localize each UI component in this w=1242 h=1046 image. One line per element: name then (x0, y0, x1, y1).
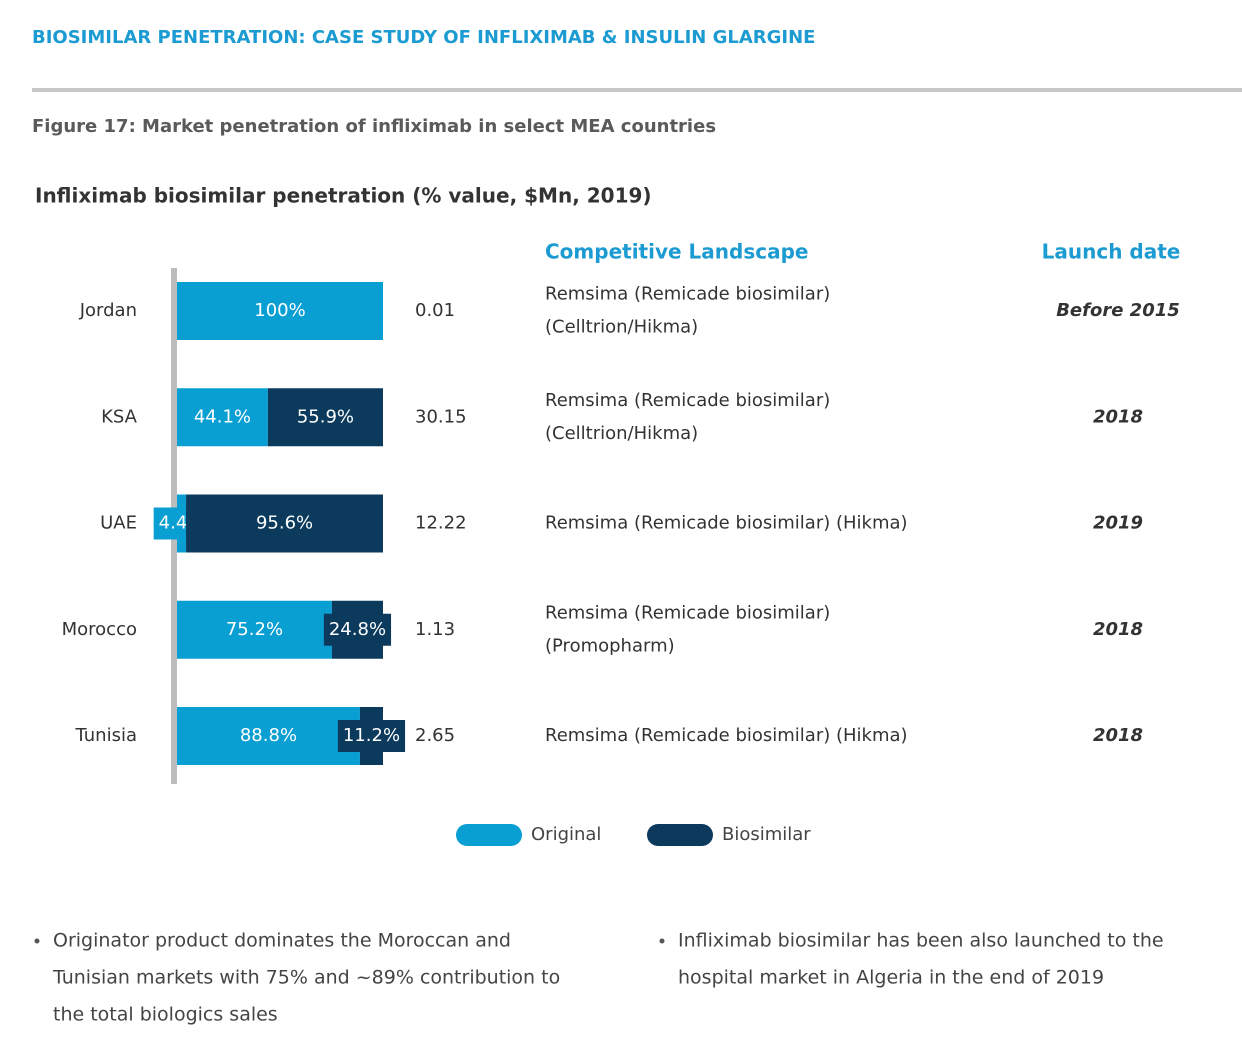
value-label-box (337, 720, 406, 752)
note-text: Infliximab biosimilar has been also laun… (678, 930, 1164, 952)
category-label: UAE (100, 513, 137, 534)
category-label: KSA (101, 406, 138, 427)
value-label: 100% (254, 300, 305, 321)
header-title: BIOSIMILAR PENETRATION: CASE STUDY OF IN… (32, 27, 815, 48)
legend-label: Biosimilar (722, 824, 811, 845)
legend-swatch (456, 824, 522, 846)
legend-swatch (647, 824, 713, 846)
figure-caption: Figure 17: Market penetration of inflixi… (32, 116, 716, 137)
landscape-text: Remsima (Remicade biosimilar) (Hikma) (545, 725, 908, 746)
bar-segment (177, 282, 383, 340)
launch-date: 2019 (1093, 513, 1143, 534)
legend-label: Original (531, 824, 601, 845)
landscape-text: Remsima (Remicade biosimilar) (545, 390, 830, 411)
launch-date: 2018 (1093, 406, 1143, 427)
landscape-text: Remsima (Remicade biosimilar) (Hikma) (545, 513, 908, 534)
value-label: 88.8% (240, 725, 297, 746)
bullet (659, 938, 665, 944)
landscape-text: (Promopharm) (545, 635, 675, 656)
market-value: 0.01 (415, 300, 455, 321)
value-label: 75.2% (226, 619, 283, 640)
value-label: 24.8% (329, 619, 386, 640)
bar-segment (177, 707, 360, 765)
launch-date: Before 2015 (1056, 300, 1180, 321)
category-label: Tunisia (75, 725, 138, 746)
value-label: 11.2% (343, 725, 400, 746)
landscape-text: (Celltrion/Hikma) (545, 423, 698, 444)
category-label: Morocco (62, 619, 137, 640)
note-text: hospital market in Algeria in the end of… (678, 967, 1104, 989)
market-value: 12.22 (415, 513, 467, 534)
note-text: Originator product dominates the Morocca… (53, 930, 511, 952)
bar-segment (177, 600, 332, 659)
market-value: 30.15 (415, 406, 467, 427)
launch-date: 2018 (1093, 725, 1143, 746)
value-label-box (323, 613, 392, 646)
landscape-text: Remsima (Remicade biosimilar) (545, 284, 830, 305)
market-value: 2.65 (415, 725, 455, 746)
rule (32, 88, 1242, 92)
bullet (34, 938, 40, 944)
landscape-text: (Celltrion/Hikma) (545, 317, 698, 338)
note-text: Tunisian markets with 75% and ~89% contr… (52, 967, 560, 989)
landscape-text: Remsima (Remicade biosimilar) (545, 602, 830, 623)
category-label: Jordan (79, 300, 137, 321)
chart-title: Infliximab biosimilar penetration (% val… (35, 184, 652, 208)
column-header: Competitive Landscape (545, 240, 808, 264)
launch-date: 2018 (1093, 619, 1143, 640)
value-label: 44.1% (194, 406, 251, 427)
bar-segment (186, 494, 383, 553)
value-label: 95.6% (256, 513, 313, 534)
value-label: 55.9% (297, 406, 354, 427)
bar-segment (267, 388, 383, 447)
market-value: 1.13 (415, 619, 455, 640)
note-text: the total biologics sales (53, 1004, 278, 1026)
column-header: Launch date (1042, 240, 1181, 264)
bar-segment (177, 388, 268, 447)
